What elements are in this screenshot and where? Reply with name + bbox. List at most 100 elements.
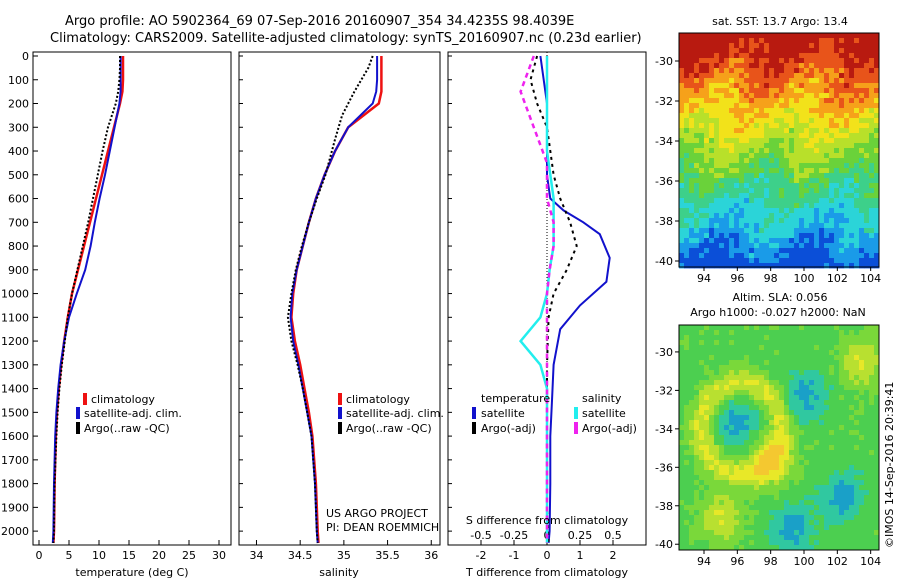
sla-cell: [694, 510, 700, 516]
sla-cell: [724, 455, 730, 461]
sst-cell: [849, 183, 855, 189]
sst-cell: [759, 88, 765, 94]
sst-cell: [859, 193, 865, 199]
sla-cell: [744, 330, 750, 336]
sst-cell: [834, 83, 840, 89]
sla-cell: [704, 445, 710, 451]
sst-cell: [814, 243, 820, 249]
sst-cell: [834, 78, 840, 84]
sla-cell: [744, 470, 750, 476]
sst-cell: [714, 43, 720, 49]
sst-cell: [734, 88, 740, 94]
sst-cell: [769, 38, 775, 44]
sst-cell: [709, 163, 715, 169]
sst-cell: [744, 88, 750, 94]
difference-series: [518, 55, 611, 544]
sla-cell: [684, 345, 690, 351]
sla-cell: [764, 505, 770, 511]
sla-cell: [829, 520, 835, 526]
sst-cell: [704, 213, 710, 219]
sla-cell: [749, 455, 755, 461]
sla-cell: [764, 535, 770, 541]
sst-cell: [794, 163, 800, 169]
sla-cell: [739, 325, 745, 331]
sla-cell: [764, 390, 770, 396]
sla-cell: [874, 450, 880, 456]
sst-cell: [739, 183, 745, 189]
lon-tick-label: 94: [697, 272, 711, 285]
sst-cell: [774, 83, 780, 89]
sla-cell: [744, 545, 750, 551]
sst-cell: [689, 233, 695, 239]
sst-cell: [819, 223, 825, 229]
sla-cell: [714, 520, 720, 526]
sla-cell: [759, 545, 765, 551]
sla-cell: [864, 340, 870, 346]
sst-cell: [829, 93, 835, 99]
sla-cell: [749, 400, 755, 406]
sst-cell: [679, 158, 685, 164]
sla-cell: [714, 330, 720, 336]
sst-cell: [699, 183, 705, 189]
sla-cell: [839, 540, 845, 546]
sla-cell: [684, 480, 690, 486]
sst-cell: [719, 38, 725, 44]
sla-cell: [754, 330, 760, 336]
sst-cell: [769, 218, 775, 224]
sla-cell: [844, 545, 850, 551]
sst-cell: [869, 58, 875, 64]
sst-cell: [754, 103, 760, 109]
sst-cell: [699, 133, 705, 139]
sla-cell: [854, 455, 860, 461]
sst-cell: [724, 118, 730, 124]
sst-cell: [744, 148, 750, 154]
sst-cell: [689, 108, 695, 114]
sla-cell: [729, 510, 735, 516]
sla-cell: [719, 325, 725, 331]
sst-cell: [849, 208, 855, 214]
sst-cell: [779, 218, 785, 224]
sst-cell: [709, 218, 715, 224]
sla-cell: [769, 440, 775, 446]
sst-cell: [799, 118, 805, 124]
sst-cell: [709, 38, 715, 44]
sla-cell: [704, 460, 710, 466]
depth-tick-label: 1200: [1, 335, 29, 348]
sst-cell: [724, 43, 730, 49]
x-tick-label: 35: [337, 549, 351, 562]
sst-cell: [759, 98, 765, 104]
sla-cell: [789, 420, 795, 426]
sla-cell: [804, 520, 810, 526]
sla-cell: [744, 385, 750, 391]
t-difference-axis-label: T difference from climatology: [465, 566, 628, 579]
sla-cell: [824, 370, 830, 376]
difference-legend: temperature salinity satellite Argo(-adj…: [472, 392, 637, 435]
sst-cell: [754, 178, 760, 184]
sla-cell: [769, 435, 775, 441]
sst-cell: [699, 228, 705, 234]
sla-cell: [689, 530, 695, 536]
sla-cell: [719, 435, 725, 441]
sst-cell: [834, 163, 840, 169]
sst-cell: [754, 183, 760, 189]
sst-cell: [739, 228, 745, 234]
sst-cell: [749, 233, 755, 239]
sla-cell: [804, 425, 810, 431]
sst-cell: [744, 233, 750, 239]
sst-cell: [704, 203, 710, 209]
sst-cell: [684, 198, 690, 204]
sla-cell: [794, 540, 800, 546]
sla-cell: [854, 375, 860, 381]
sla-cell: [769, 360, 775, 366]
sst-cell: [864, 188, 870, 194]
sst-cell: [689, 213, 695, 219]
sst-cell: [814, 263, 820, 269]
sst-cell: [859, 43, 865, 49]
sst-cell: [774, 248, 780, 254]
sst-cell: [794, 138, 800, 144]
sla-cell: [764, 395, 770, 401]
sst-cell: [834, 178, 840, 184]
sst-cell: [789, 58, 795, 64]
sst-cell: [804, 63, 810, 69]
sst-cell: [859, 213, 865, 219]
